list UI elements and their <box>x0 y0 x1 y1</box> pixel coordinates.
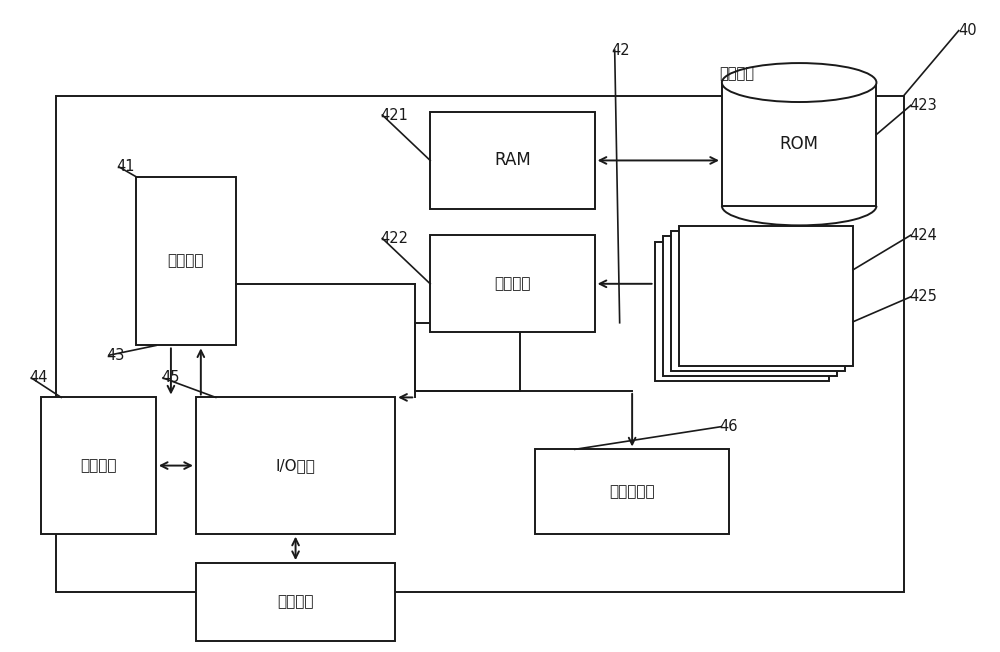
Text: 43: 43 <box>106 348 124 363</box>
Text: 422: 422 <box>380 231 408 246</box>
Text: 44: 44 <box>29 370 48 385</box>
Text: 424: 424 <box>909 228 937 243</box>
Bar <box>679 226 853 366</box>
Text: 处理单元: 处理单元 <box>168 254 204 269</box>
Bar <box>430 235 595 333</box>
Text: 46: 46 <box>719 419 738 434</box>
Text: 421: 421 <box>380 108 408 123</box>
Bar <box>136 177 236 346</box>
Bar <box>56 96 904 592</box>
Text: 显示单元: 显示单元 <box>80 458 117 473</box>
Text: 外部设备: 外部设备 <box>277 595 314 610</box>
Text: 42: 42 <box>612 42 630 57</box>
Text: 45: 45 <box>161 370 179 385</box>
Text: 41: 41 <box>116 160 135 175</box>
Bar <box>430 111 595 209</box>
Bar <box>196 563 395 641</box>
Text: 网络适配器: 网络适配器 <box>609 484 655 499</box>
Text: 存储单元: 存储单元 <box>719 67 754 82</box>
Text: 425: 425 <box>909 289 937 304</box>
Bar <box>722 83 876 206</box>
Ellipse shape <box>722 63 876 102</box>
Text: 40: 40 <box>959 23 977 38</box>
Bar <box>41 398 156 534</box>
Bar <box>415 323 520 391</box>
Bar <box>671 231 845 371</box>
Text: 高速缓存: 高速缓存 <box>494 276 531 291</box>
Text: ROM: ROM <box>780 135 819 153</box>
Text: 423: 423 <box>909 98 937 113</box>
Bar <box>663 237 837 376</box>
Bar <box>196 398 395 534</box>
Bar <box>655 242 829 381</box>
Bar <box>535 449 729 534</box>
Text: RAM: RAM <box>494 151 531 170</box>
Text: I/O接口: I/O接口 <box>276 458 316 473</box>
